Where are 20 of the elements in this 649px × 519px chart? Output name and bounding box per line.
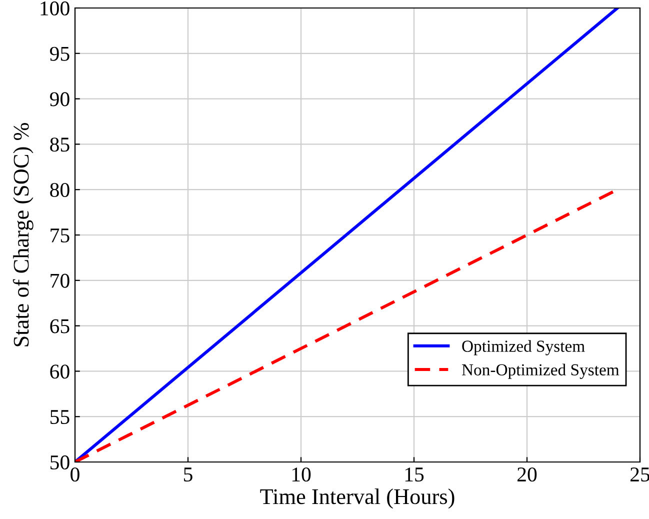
y-tick-label: 60 bbox=[50, 364, 70, 379]
y-tick-label: 55 bbox=[50, 410, 70, 424]
x-tick-label: 15 bbox=[405, 468, 424, 482]
y-tick-label: 85 bbox=[50, 138, 70, 152]
x-tick-label: 20 bbox=[518, 467, 537, 482]
x-tick-label: 10 bbox=[292, 467, 311, 482]
y-tick-label: 80 bbox=[50, 182, 70, 198]
x-axis-title: Time Interval (Hours) bbox=[260, 488, 454, 509]
y-tick-label: 100 bbox=[40, 1, 70, 16]
y-tick-label: 50 bbox=[50, 455, 70, 470]
legend-label: Optimized System bbox=[462, 340, 585, 356]
y-tick-label: 95 bbox=[50, 46, 70, 61]
y-tick-label: 70 bbox=[50, 274, 70, 288]
y-tick-label: 75 bbox=[50, 228, 70, 242]
legend-label: Non-Optimized System bbox=[462, 364, 620, 379]
y-tick-label: 90 bbox=[50, 92, 70, 106]
y-tick-label: 65 bbox=[50, 319, 70, 334]
x-tick-label: 0 bbox=[70, 467, 80, 482]
x-tick-label: 5 bbox=[184, 468, 192, 482]
y-axis-title: State of Charge (SOC) % bbox=[12, 123, 34, 346]
